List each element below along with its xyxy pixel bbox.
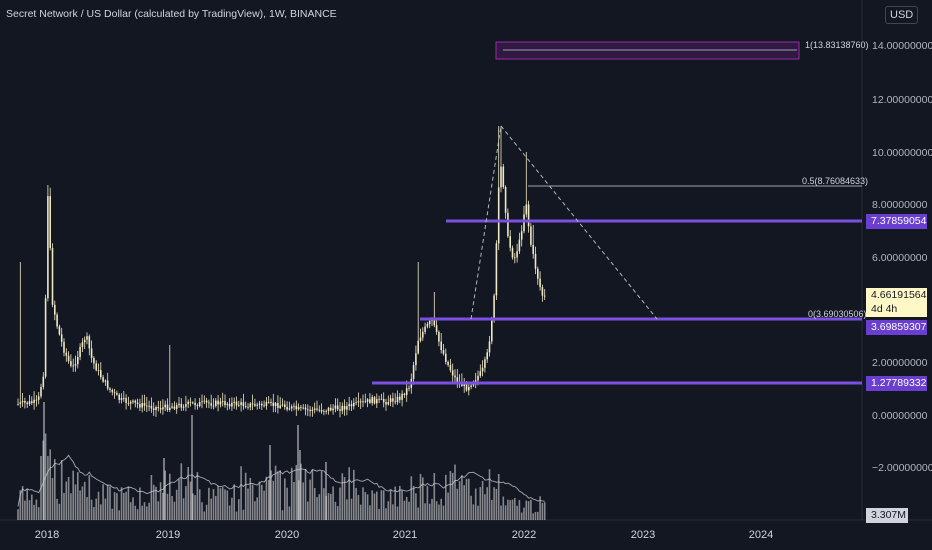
trend-line-down[interactable] [500, 125, 658, 320]
price-tick: 10.00000000 [872, 147, 932, 159]
volume-bars [17, 402, 546, 520]
price-tick: 0.00000000 [872, 410, 928, 422]
price-tick: 2.00000000 [872, 357, 928, 369]
currency-button[interactable]: USD [885, 6, 919, 24]
volume-value-tag: 3.307M [866, 508, 908, 523]
fib-1-label: 1(13.83138760) [805, 40, 869, 50]
fib-05-label: 0.5(8.76084633) [802, 176, 869, 186]
time-tick: 2019 [155, 529, 181, 541]
trend-line-up[interactable] [470, 125, 502, 320]
time-tick: 2018 [34, 529, 60, 541]
time-tick: 2021 [392, 529, 418, 541]
bar-countdown: 4d 4h [866, 302, 927, 317]
price-tick: 6.00000000 [872, 252, 928, 264]
price-tick: 8.00000000 [872, 199, 928, 211]
price-tick: 14.00000000 [872, 40, 932, 52]
fib-0-label: 0(3.69030506) [808, 309, 867, 319]
price-tick: −2.00000000 [872, 462, 932, 474]
time-tick: 2023 [630, 529, 656, 541]
support-mid-price-tag: 3.69859307 [866, 320, 927, 335]
resistance-price-tag: 7.37859054 [866, 214, 927, 229]
candlesticks [17, 126, 546, 418]
price-tick: 12.00000000 [872, 94, 932, 106]
time-tick: 2024 [748, 529, 774, 541]
chart-title: Secret Network / US Dollar (calculated b… [6, 8, 337, 20]
support-low-price-tag: 1.27789332 [866, 376, 927, 391]
fib-extension-box[interactable] [495, 41, 800, 60]
time-tick: 2020 [274, 529, 300, 541]
time-tick: 2022 [511, 529, 537, 541]
volume-moving-average [17, 454, 545, 507]
current-price-tag: 4.66191564 [866, 288, 927, 303]
